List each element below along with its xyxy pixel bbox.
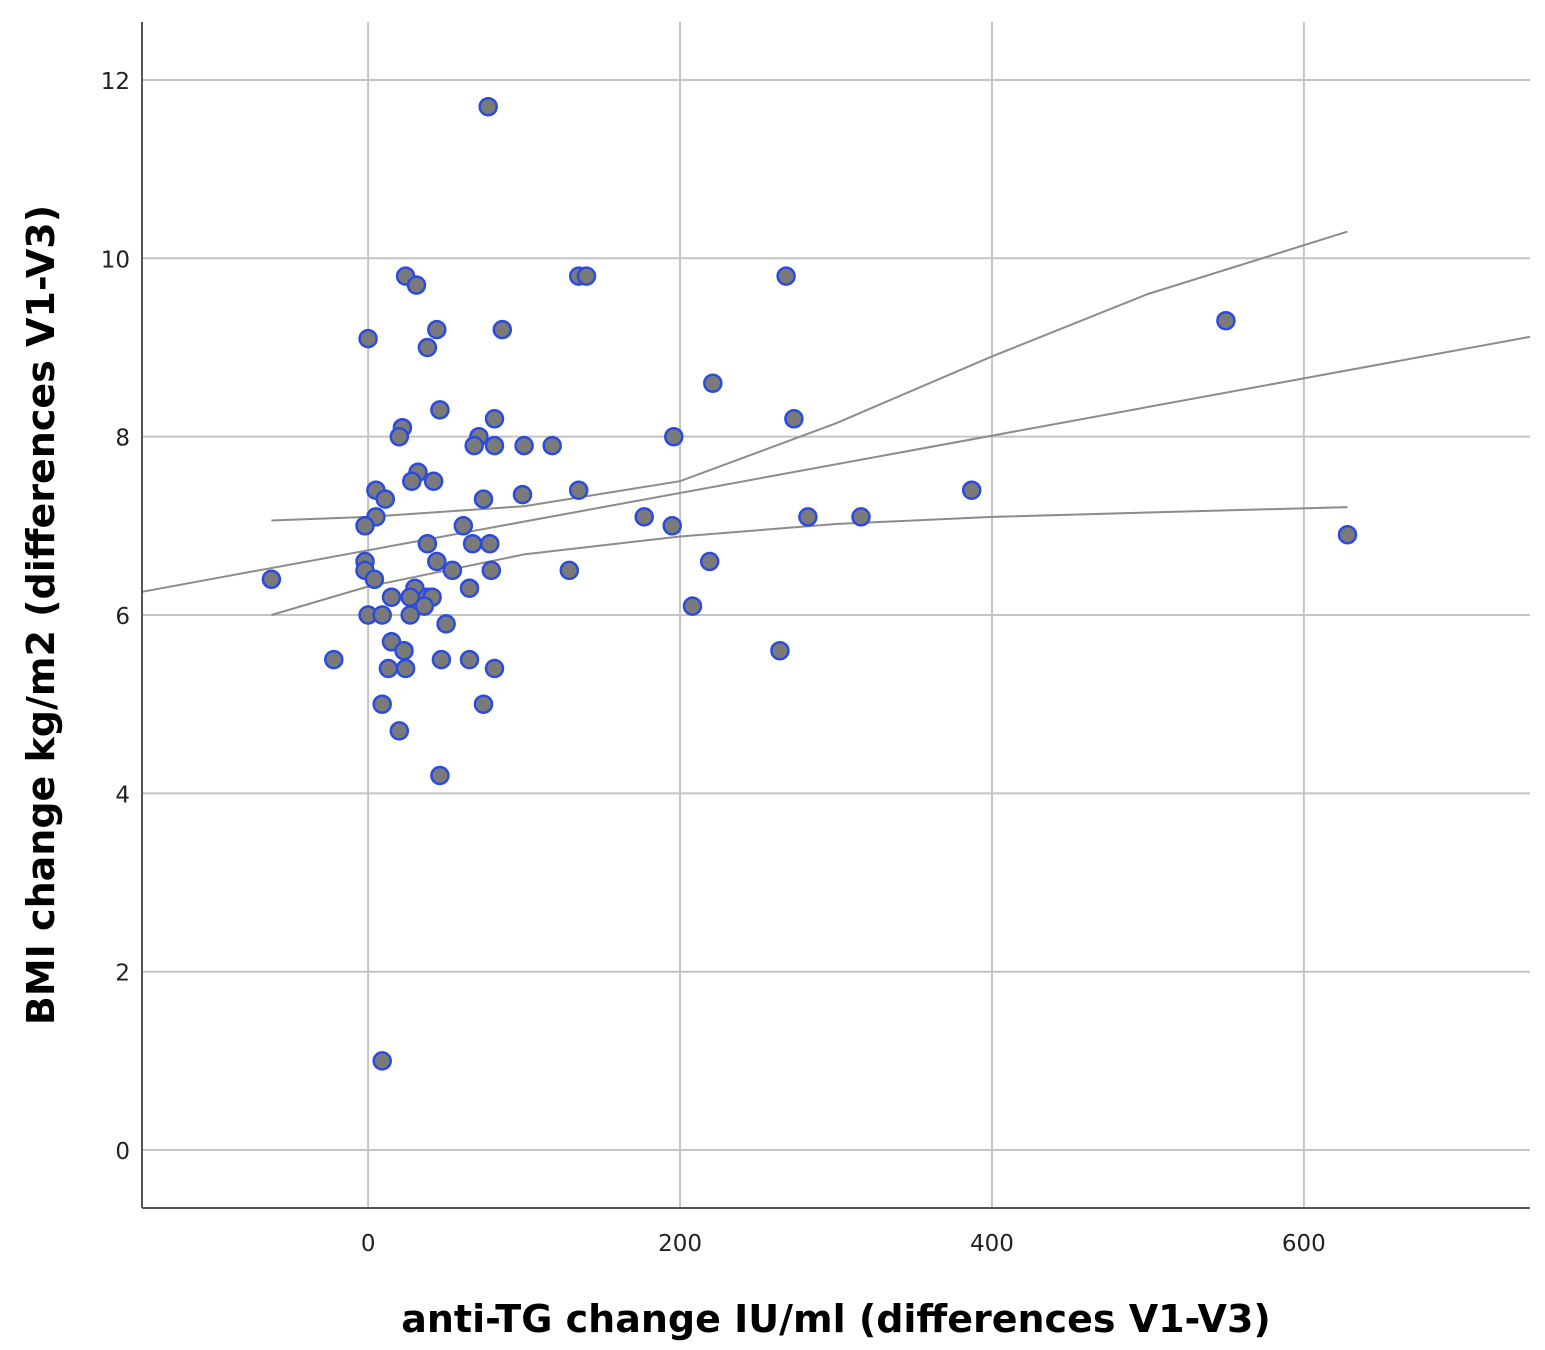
data-point xyxy=(375,489,396,509)
data-point xyxy=(851,507,871,527)
data-point xyxy=(1216,310,1236,331)
data-point xyxy=(776,266,796,286)
data-point xyxy=(462,533,483,554)
x-axis-title: anti-TG change IU/ml (differences V1-V3) xyxy=(401,1297,1271,1341)
upper-confidence-band xyxy=(271,230,1348,522)
data-point xyxy=(427,551,447,572)
x-tick-label: 200 xyxy=(658,1231,702,1257)
data-point xyxy=(576,266,597,286)
y-axis-title: BMI change kg/m2 (differences V1-V3) xyxy=(19,205,63,1025)
data-point xyxy=(480,533,500,554)
data-point xyxy=(478,96,498,117)
y-tick-label: 0 xyxy=(115,1139,130,1165)
data-point xyxy=(492,319,513,340)
data-point xyxy=(473,694,494,714)
data-point xyxy=(372,1051,392,1071)
data-point xyxy=(481,560,502,581)
data-points xyxy=(261,96,1358,1071)
data-point xyxy=(770,640,790,661)
data-point xyxy=(395,658,416,679)
y-tick-label: 10 xyxy=(101,247,130,273)
data-point xyxy=(459,649,480,670)
data-point xyxy=(431,649,452,670)
data-point xyxy=(664,426,684,447)
data-point xyxy=(662,516,682,536)
y-tick-label: 8 xyxy=(115,426,130,452)
data-point xyxy=(427,319,447,340)
data-point xyxy=(484,658,505,679)
data-point xyxy=(394,640,414,661)
data-point xyxy=(430,765,450,786)
data-point xyxy=(559,560,580,581)
x-tick-label: 400 xyxy=(970,1231,1014,1257)
data-point xyxy=(442,560,463,581)
data-point xyxy=(324,649,344,670)
data-point xyxy=(453,516,474,536)
data-point xyxy=(372,605,392,625)
data-point xyxy=(389,721,410,741)
data-point xyxy=(378,658,399,679)
data-point xyxy=(514,435,534,456)
linear-fit xyxy=(141,335,1531,593)
data-point xyxy=(484,435,505,456)
fit-lines xyxy=(141,230,1531,616)
x-tick-label: 0 xyxy=(361,1231,376,1257)
data-point xyxy=(402,471,422,491)
data-point xyxy=(430,400,450,420)
y-tick-label: 2 xyxy=(115,961,130,987)
axes xyxy=(141,22,1530,1209)
data-point xyxy=(634,507,654,527)
data-point xyxy=(400,605,420,625)
data-point xyxy=(406,275,427,295)
grid xyxy=(142,22,1530,1208)
x-tick-label: 600 xyxy=(1282,1231,1326,1257)
data-point xyxy=(961,480,982,500)
data-point xyxy=(1337,524,1358,545)
lower-confidence-band xyxy=(271,506,1348,616)
data-point xyxy=(784,409,804,429)
data-point xyxy=(542,435,562,456)
y-tick-label: 4 xyxy=(115,782,130,808)
data-point xyxy=(372,694,392,714)
data-point xyxy=(436,614,456,634)
data-point xyxy=(417,337,438,358)
data-point xyxy=(512,484,533,505)
data-point xyxy=(682,596,703,616)
data-point xyxy=(417,533,438,554)
data-point xyxy=(261,569,282,590)
data-point xyxy=(414,596,435,616)
tick-labels: 0 200 400 600 0 2 4 6 8 10 12 xyxy=(101,69,1326,1257)
data-point xyxy=(358,328,378,349)
data-point xyxy=(464,435,484,456)
data-point xyxy=(699,551,720,572)
data-point xyxy=(703,373,723,393)
data-point xyxy=(423,471,444,491)
data-point xyxy=(381,587,402,607)
data-point xyxy=(484,409,505,429)
y-tick-label: 12 xyxy=(101,69,130,95)
y-tick-label: 6 xyxy=(115,604,130,630)
data-point xyxy=(473,489,494,509)
data-point xyxy=(568,480,589,500)
data-point xyxy=(364,569,385,590)
data-point xyxy=(798,507,818,527)
data-point xyxy=(389,426,410,447)
data-point xyxy=(459,578,480,598)
data-point xyxy=(355,516,375,536)
